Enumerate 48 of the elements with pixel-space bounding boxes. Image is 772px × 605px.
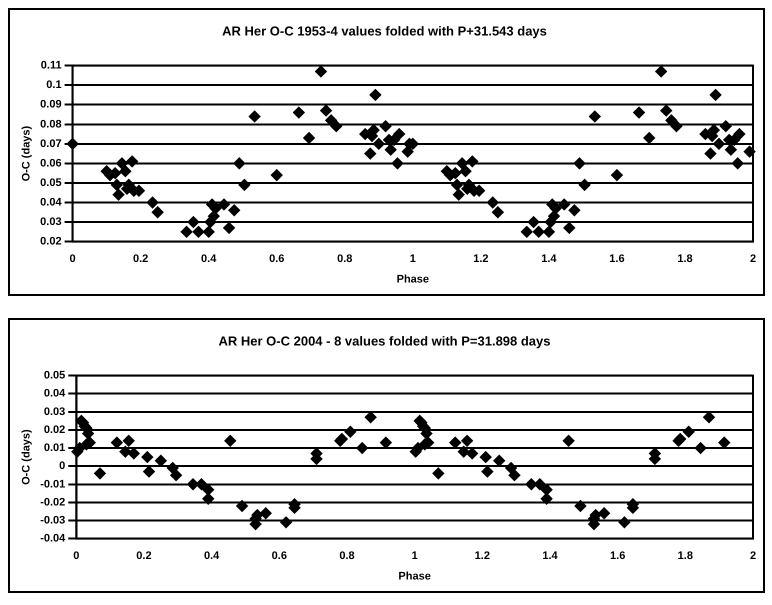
x-axis-title: Phase [396, 273, 430, 286]
x-tick-label: 2 [750, 253, 756, 266]
y-tick-label: 0.04 [40, 196, 62, 209]
y-tick-label: 0.04 [44, 388, 66, 400]
y-tick-label: -0.01 [40, 478, 66, 490]
x-tick-label: 1 [412, 550, 418, 562]
y-tick-label: 0 [59, 460, 66, 472]
x-tick-label: 1.2 [473, 253, 488, 266]
y-tick-label: -0.03 [40, 514, 66, 527]
y-tick-label: 0.08 [40, 118, 62, 130]
x-tick-label: 2 [750, 550, 756, 562]
x-axis-title: Phase [398, 570, 431, 582]
x-tick-label: 1.8 [678, 550, 693, 562]
y-tick-label: 0.05 [40, 176, 62, 189]
chart-title: AR Her O-C 1953-4 values folded with P+31.543 days [222, 23, 547, 38]
x-tick-label: 0.2 [136, 550, 152, 562]
y-tick-label: -0.04 [40, 532, 66, 545]
y-tick-label: 0.1 [46, 79, 62, 92]
y-tick-label: 0.11 [40, 60, 62, 72]
x-tick-label: 0.8 [337, 253, 352, 266]
y-tick-label: 0.09 [40, 98, 62, 111]
x-tick-label: 0 [73, 550, 80, 562]
x-tick-label: 1 [410, 253, 416, 266]
y-tick-label: 0.05 [44, 370, 66, 382]
y-tick-label: 0.03 [40, 216, 62, 228]
x-tick-label: 1.6 [609, 253, 625, 266]
x-tick-label: 0.4 [204, 550, 220, 562]
y-tick-label: 0.01 [44, 442, 66, 454]
x-tick-label: 0.2 [133, 253, 148, 266]
x-tick-label: 1.6 [610, 550, 626, 562]
y-tick-label: 0.02 [44, 424, 66, 436]
y-axis-title: O-C (days) [20, 125, 33, 182]
x-tick-label: 1.4 [541, 253, 558, 266]
y-tick-label: 0.03 [44, 406, 66, 418]
x-tick-label: 0 [70, 253, 76, 266]
y-tick-label: 0.07 [40, 138, 62, 150]
y-tick-label: 0.02 [40, 236, 62, 248]
x-tick-label: 0.8 [339, 550, 355, 562]
x-tick-label: 1.4 [542, 550, 559, 562]
x-tick-label: 0.6 [269, 253, 284, 266]
x-tick-label: 0.4 [201, 253, 218, 266]
y-tick-label: -0.02 [40, 496, 66, 508]
y-tick-label: 0.06 [40, 157, 62, 170]
y-axis-title: O-C (days) [20, 428, 33, 485]
x-tick-label: 1.8 [677, 253, 693, 266]
x-tick-label: 1.2 [474, 550, 490, 562]
x-tick-label: 0.6 [272, 550, 287, 562]
chart-title: AR Her O-C 2004 - 8 values folded with P=31.898 days [218, 333, 550, 348]
